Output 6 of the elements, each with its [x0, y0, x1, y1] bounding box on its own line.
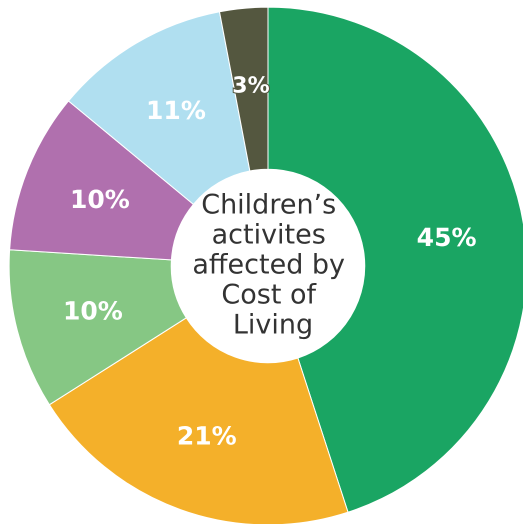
- data-label: 10%: [70, 184, 130, 214]
- data-label: 45%: [416, 223, 477, 252]
- data-label: 21%: [176, 422, 237, 451]
- data-label: 10%: [62, 296, 123, 326]
- text: Children’s activites affected by Cost of Living: [192, 190, 354, 340]
- data-label: 11%: [146, 96, 206, 125]
